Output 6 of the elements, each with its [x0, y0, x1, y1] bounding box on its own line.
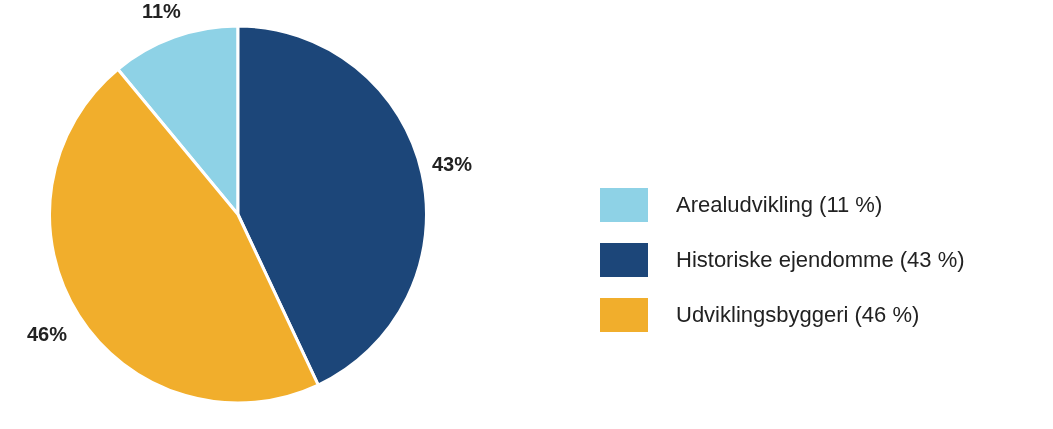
data-label: 46% [27, 323, 68, 346]
legend-label: Arealudvikling (11 %) [676, 192, 883, 218]
data-label: 11% [141, 0, 182, 22]
legend-label: Historiske ejendomme (43 %) [676, 247, 965, 273]
legend-label: Udviklingsbyggeri (46 %) [676, 302, 920, 328]
data-label: 43% [431, 152, 473, 175]
